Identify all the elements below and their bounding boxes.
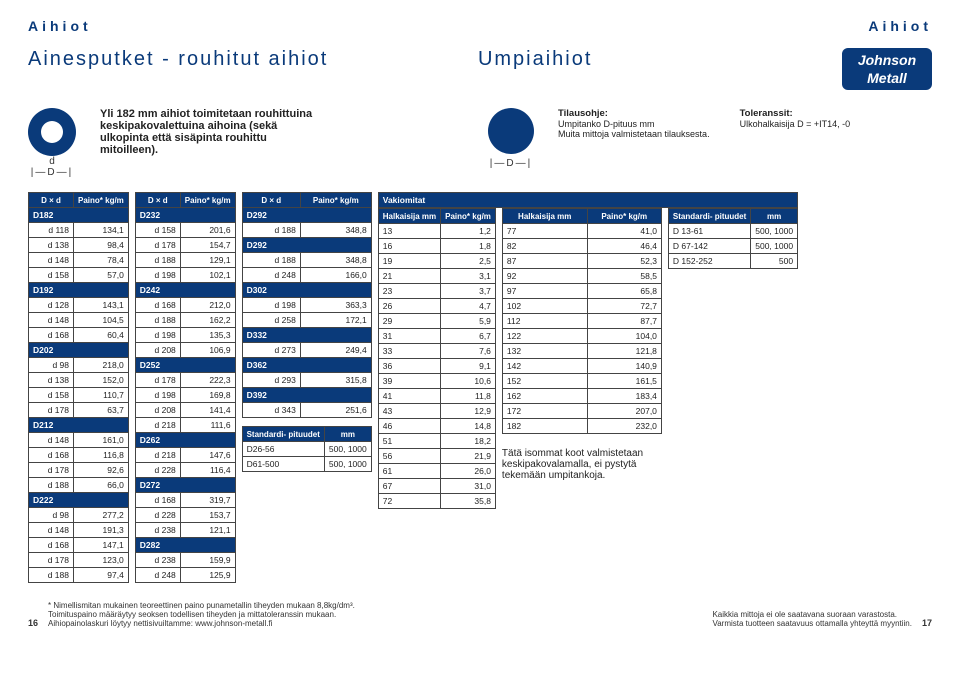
tilaus-box: Tilausohje: Umpitanko D-pituus mm Muita … [558, 108, 710, 139]
std3: Standardi- pituudetmmD26-56500, 1000D61-… [242, 426, 372, 472]
vak-title: Vakiomitat [378, 192, 798, 208]
solid-icon [488, 108, 534, 154]
ring-diagram: d |—D—| [28, 108, 76, 178]
table-1: D × dPaino* kg/mD182d 118134,1d 13898,4d… [28, 192, 129, 583]
foot-l3: Aihiopainolaskuri löytyy nettisivuiltamm… [48, 619, 355, 628]
vak-b: Halkaisija mmPaino* kg/m7741,08246,48752… [502, 208, 662, 434]
tilaus-l1: Umpitanko D-pituus mm [558, 119, 710, 129]
vak-title-cell: Vakiomitat [378, 193, 797, 208]
d-small: d [49, 156, 55, 167]
logo-l1: Johnson [842, 51, 932, 69]
table-3: D × dPaino* kg/mD292d 188348,8D292d 1883… [242, 192, 372, 418]
hdr-left: Aihiot [28, 18, 92, 34]
foot-r2: Varmista tuotteen saatavuus ottamalla yh… [712, 619, 912, 628]
vak-a: Halkaisija mmPaino* kg/m131,2161,8192,52… [378, 208, 496, 509]
foot-l1: * Nimellismitan mukainen teoreettinen pa… [48, 601, 355, 610]
title-left: Ainesputket - rouhitut aihiot [28, 48, 328, 71]
title-mid: Umpiaihiot [478, 48, 592, 71]
logo-l2: Metall [842, 69, 932, 87]
toler-h: Toleranssit: [740, 108, 851, 119]
d-big: D [47, 167, 56, 178]
std5: Standardi- pituudetmmD 13-61500, 1000D 6… [668, 208, 798, 269]
sidenote: Tätä isommat koot valmistetaan keskipako… [502, 448, 662, 481]
hdr-right: Aihiot [868, 18, 932, 34]
solid-diagram: |—D—| [488, 108, 534, 169]
ring-icon [28, 108, 76, 156]
foot-r1: Kaikkia mittoja ei ole saatavana suoraan… [712, 610, 912, 619]
pg-left: 16 [28, 618, 38, 628]
toler-box: Toleranssit: Ulkohalkaisija D = +IT14, -… [740, 108, 851, 139]
tilaus-l2: Muita mittoja valmistetaan tilauksesta. [558, 129, 710, 139]
toler-l1: Ulkohalkaisija D = +IT14, -0 [740, 119, 851, 129]
intro-text: Yli 182 mm aihiot toimitetaan rouhittuin… [100, 108, 320, 156]
pg-right: 17 [922, 618, 932, 628]
table-2: D × dPaino* kg/mD232d 158201,6d 178154,7… [135, 192, 236, 583]
tilaus-h: Tilausohje: [558, 108, 710, 119]
foot-l2: Toimituspaino määräytyy seoksen todellis… [48, 610, 355, 619]
d-big2: D [506, 158, 515, 169]
logo: Johnson Metall [842, 48, 932, 90]
